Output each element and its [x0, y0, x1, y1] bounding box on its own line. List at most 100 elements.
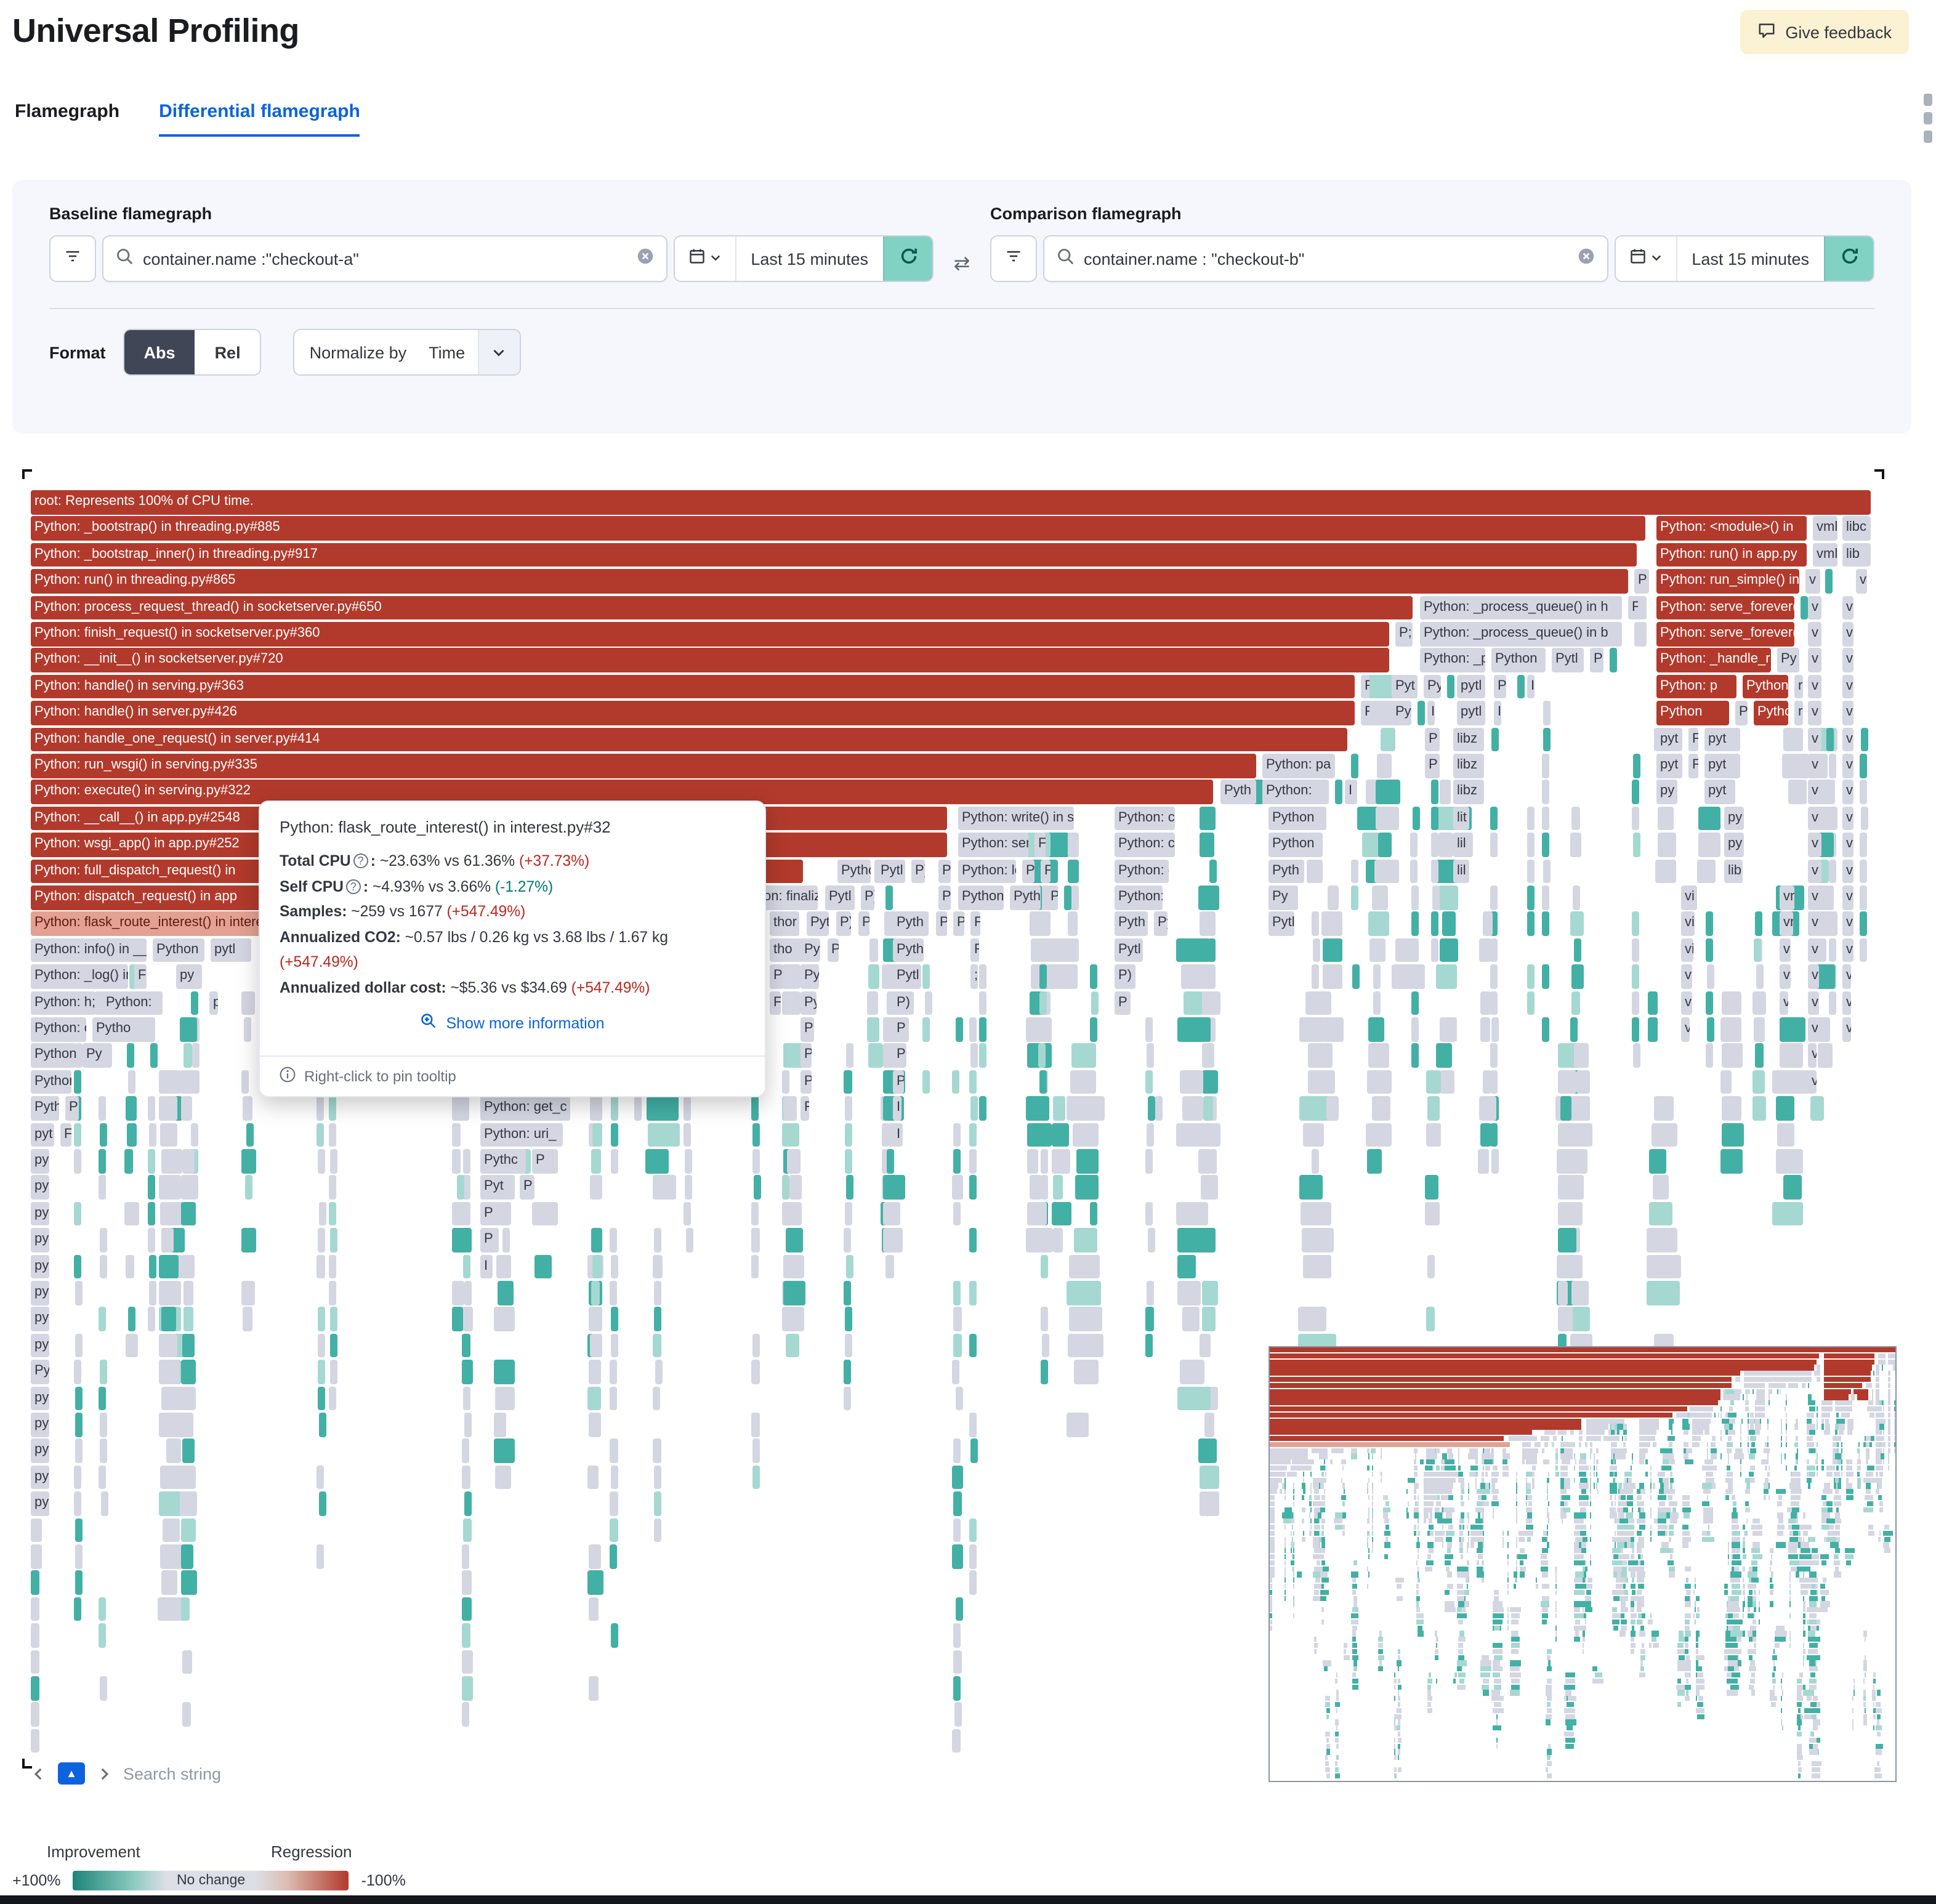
- flame-frame[interactable]: [1350, 859, 1358, 884]
- flame-frame[interactable]: [1567, 1696, 1568, 1701]
- flame-frame[interactable]: [1743, 1382, 1765, 1388]
- flame-frame[interactable]: [1759, 1619, 1761, 1624]
- flame-frame[interactable]: [1445, 1560, 1451, 1565]
- flame-frame[interactable]: [1522, 1448, 1529, 1453]
- flame-frame[interactable]: [1385, 1525, 1389, 1530]
- flame-frame[interactable]: F: [1688, 754, 1698, 778]
- flame-frame[interactable]: P: [801, 1017, 814, 1042]
- flame-frame[interactable]: [1285, 1471, 1286, 1477]
- flame-frame[interactable]: [1039, 964, 1047, 989]
- flame-frame[interactable]: [1770, 1696, 1778, 1701]
- flame-frame[interactable]: v: [1842, 859, 1853, 884]
- flame-frame[interactable]: [1793, 1495, 1799, 1501]
- flame-frame[interactable]: [99, 1254, 107, 1279]
- flame-frame[interactable]: [1869, 1412, 1875, 1418]
- flame-frame[interactable]: [1542, 911, 1550, 936]
- flame-frame[interactable]: [1184, 991, 1202, 1015]
- flame-frame[interactable]: [1293, 1530, 1294, 1536]
- flame-frame[interactable]: [1321, 1519, 1325, 1524]
- flame-frame[interactable]: [684, 1096, 692, 1121]
- flame-frame[interactable]: [1639, 1631, 1646, 1637]
- flame-frame[interactable]: [1477, 1554, 1483, 1560]
- flame-frame[interactable]: [1039, 1070, 1047, 1094]
- flame-frame[interactable]: [1574, 1607, 1581, 1613]
- flame-frame[interactable]: [1639, 1424, 1660, 1430]
- flame-frame[interactable]: [1367, 1519, 1369, 1524]
- flame-frame[interactable]: [587, 1570, 603, 1595]
- flame-frame[interactable]: [1785, 1424, 1787, 1430]
- flame-frame[interactable]: [1315, 1578, 1320, 1583]
- flame-frame[interactable]: [1846, 1459, 1853, 1465]
- flame-frame[interactable]: [75, 1413, 83, 1437]
- flame-frame[interactable]: [1685, 1690, 1689, 1696]
- flame-frame[interactable]: [587, 1386, 602, 1411]
- flame-frame[interactable]: [655, 1360, 663, 1384]
- flame-frame[interactable]: [1702, 1483, 1712, 1489]
- flame-frame[interactable]: [753, 1175, 761, 1200]
- flame-frame[interactable]: [1397, 1684, 1402, 1690]
- flame-frame[interactable]: [844, 1307, 852, 1331]
- flame-frame[interactable]: [1565, 1678, 1575, 1684]
- flame-frame[interactable]: [1765, 1477, 1767, 1483]
- flame-frame[interactable]: [1637, 1554, 1640, 1560]
- flame-frame[interactable]: [1490, 806, 1498, 831]
- flame-frame[interactable]: [1547, 1483, 1549, 1489]
- flame-frame[interactable]: [1367, 1584, 1369, 1589]
- flame-frame[interactable]: [1480, 1017, 1491, 1042]
- flame-frame[interactable]: [1684, 1631, 1691, 1637]
- flame-frame[interactable]: [881, 1123, 889, 1147]
- flame-frame[interactable]: [1684, 1643, 1689, 1648]
- flame-frame[interactable]: [1585, 1601, 1591, 1607]
- flame-frame[interactable]: [1761, 1459, 1769, 1465]
- flame-frame[interactable]: [1846, 1560, 1851, 1565]
- flame-frame[interactable]: [1502, 1530, 1504, 1536]
- flame-frame[interactable]: [1811, 1584, 1816, 1589]
- flame-frame[interactable]: [1723, 1389, 1725, 1394]
- flame-frame[interactable]: [1609, 1495, 1613, 1501]
- flame-frame[interactable]: [1579, 1542, 1582, 1548]
- flame-frame[interactable]: [1829, 991, 1837, 1015]
- flame-frame[interactable]: [1526, 1501, 1528, 1506]
- flame-frame[interactable]: P: [893, 1043, 906, 1068]
- flame-frame[interactable]: [1804, 1714, 1812, 1719]
- flame-frame[interactable]: [1383, 1495, 1389, 1501]
- flame-frame[interactable]: vn: [1780, 911, 1793, 936]
- flame-frame[interactable]: pyt: [1704, 754, 1740, 778]
- flame-frame[interactable]: [1795, 1453, 1799, 1459]
- flame-frame[interactable]: [1706, 1442, 1709, 1447]
- flame-frame[interactable]: [1745, 1501, 1749, 1506]
- flame-frame[interactable]: [184, 1043, 193, 1068]
- flame-frame[interactable]: [1685, 1595, 1690, 1601]
- flame-frame[interactable]: [1612, 1424, 1615, 1430]
- flame-frame[interactable]: [1507, 1571, 1509, 1578]
- flame-frame[interactable]: [1584, 1571, 1587, 1578]
- flame-frame[interactable]: [1878, 1353, 1886, 1358]
- flame-frame[interactable]: P: [532, 1149, 546, 1174]
- flame-frame[interactable]: I: [1345, 780, 1352, 804]
- flame-frame[interactable]: [1425, 1466, 1433, 1471]
- flame-frame[interactable]: [1823, 1430, 1831, 1435]
- flame-frame[interactable]: [462, 1623, 471, 1648]
- flame-frame[interactable]: [1438, 833, 1453, 857]
- flame-frame[interactable]: Python:: [958, 885, 1004, 910]
- flame-frame[interactable]: [1808, 1394, 1812, 1400]
- flame-frame[interactable]: [1491, 1489, 1499, 1495]
- comparison-apply-button[interactable]: [1824, 236, 1873, 281]
- flame-frame[interactable]: [1648, 1201, 1673, 1226]
- flame-frame[interactable]: [1626, 1501, 1634, 1506]
- chevron-down-icon[interactable]: [477, 330, 520, 374]
- flame-frame[interactable]: [1481, 1684, 1489, 1690]
- flame-frame[interactable]: [1352, 1578, 1357, 1583]
- flame-frame[interactable]: [1809, 1678, 1817, 1684]
- flame-frame[interactable]: [1876, 1377, 1880, 1382]
- flame-frame[interactable]: [1780, 1453, 1782, 1459]
- flame-frame[interactable]: [1270, 1542, 1275, 1548]
- flame-frame[interactable]: [1596, 1459, 1599, 1465]
- flame-frame[interactable]: [1807, 1655, 1820, 1660]
- flame-frame[interactable]: [1613, 1595, 1619, 1601]
- baseline-apply-button[interactable]: [883, 236, 932, 281]
- flame-frame[interactable]: [952, 1360, 960, 1384]
- flame-frame[interactable]: [1750, 1448, 1756, 1453]
- flame-frame[interactable]: [1423, 1471, 1459, 1477]
- flame-frame[interactable]: [1502, 1453, 1510, 1459]
